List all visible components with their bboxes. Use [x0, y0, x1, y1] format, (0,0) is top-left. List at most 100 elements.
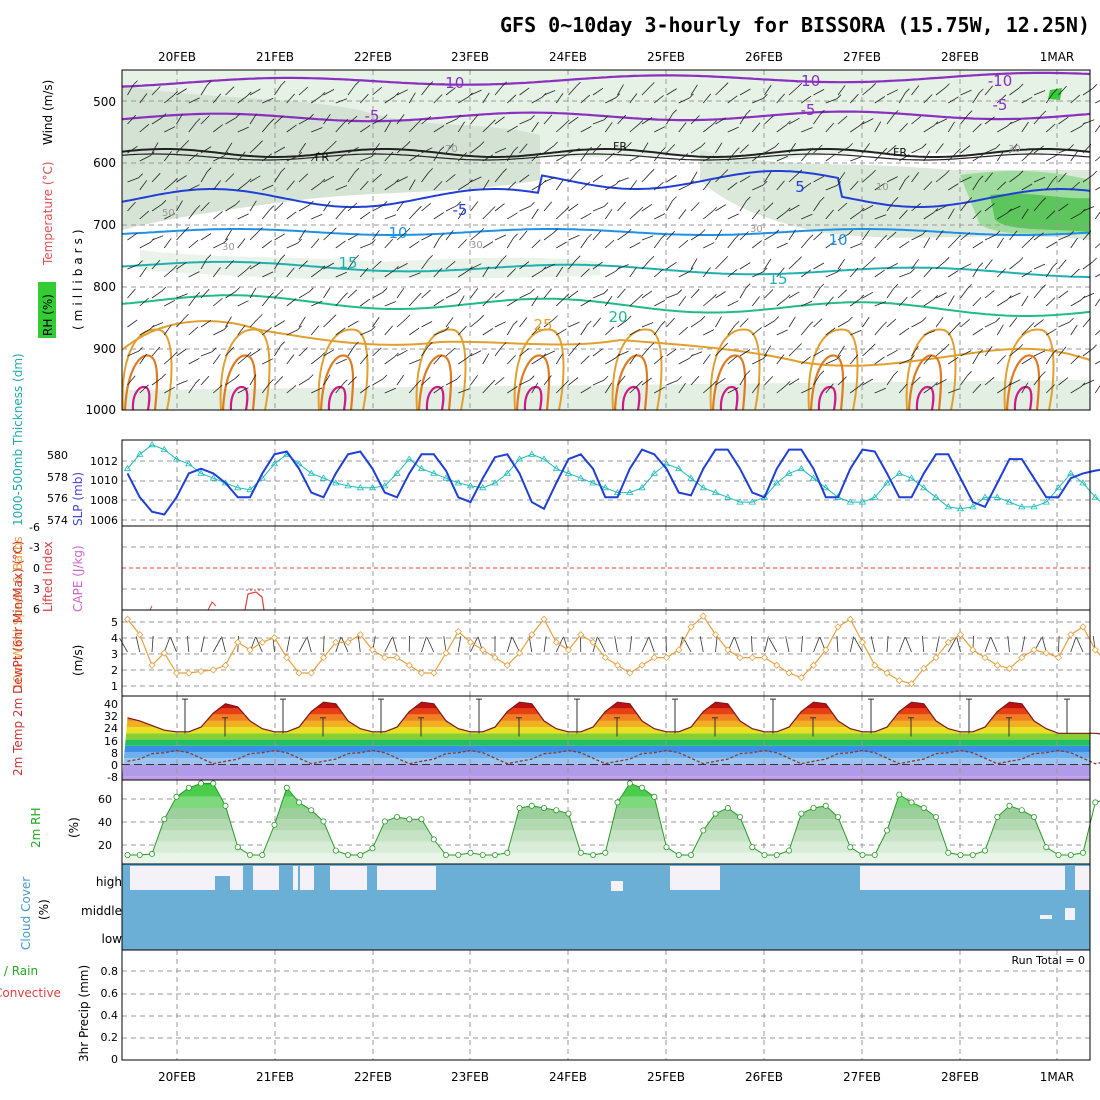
wind-speed-point — [920, 664, 928, 672]
wind-barb — [323, 113, 331, 125]
wind-barb — [617, 264, 629, 270]
temp-band — [122, 752, 1090, 759]
wind-barb-flag — [343, 118, 349, 124]
wind-barb — [470, 114, 479, 125]
wind-barb — [1070, 94, 1081, 104]
wind-barb — [212, 211, 223, 220]
wind-barb — [127, 350, 139, 357]
wind-barb — [850, 298, 861, 307]
thickness-point — [577, 474, 585, 481]
wind-barb — [445, 118, 458, 125]
wind-barb-flag — [354, 254, 359, 260]
wind-barb — [151, 86, 161, 96]
wind-barb-flag — [456, 201, 462, 206]
wind-barb — [641, 117, 653, 125]
wind-barb-flag — [723, 256, 729, 261]
wind-barb — [384, 238, 394, 249]
wind-barb — [764, 320, 775, 328]
wind-barb — [849, 267, 859, 278]
li-tick: -3 — [29, 541, 40, 554]
wind-barb — [997, 299, 1008, 307]
wind-barb — [690, 84, 698, 96]
rh-point — [308, 807, 315, 814]
wind-barb — [335, 98, 348, 104]
wind-barb — [972, 123, 982, 133]
wind-barb-flag — [944, 257, 950, 262]
isotherm-line — [121, 228, 1091, 236]
wind-barb — [139, 210, 150, 220]
wind-barb-flag — [967, 284, 972, 289]
wind-barb — [678, 97, 690, 104]
wind-barb — [653, 95, 664, 104]
isotherm-label: 10 — [828, 231, 847, 249]
wind-barb-flag — [905, 175, 910, 180]
wind-barb — [360, 385, 371, 394]
wind-barb — [1009, 230, 1018, 241]
thickness-point — [981, 493, 989, 500]
wind-barb — [306, 636, 312, 653]
wind-barb-flag — [491, 119, 496, 124]
thickness-point — [123, 464, 132, 472]
wind-barb-flag — [354, 341, 359, 347]
thickness-point — [381, 482, 389, 489]
wind-barb — [176, 144, 186, 154]
wind-barb — [409, 327, 420, 336]
wind-speed-point — [736, 654, 744, 662]
wind-barb-flag — [530, 288, 535, 294]
wind-speed-point — [773, 661, 781, 669]
wind-barb — [678, 239, 689, 249]
wind-barb — [1046, 328, 1057, 336]
wind-barb-flag — [405, 227, 411, 233]
wind-barb — [506, 94, 517, 104]
thickness-point — [332, 479, 340, 486]
thickness-point — [601, 484, 610, 491]
rh-point — [1055, 852, 1062, 859]
wind-barb — [1009, 317, 1018, 328]
wind-barb-flag — [150, 151, 155, 156]
wind-barb — [519, 118, 531, 125]
wind-barb — [151, 635, 154, 653]
wind-barb — [960, 375, 968, 386]
wind-speed-point — [956, 631, 965, 639]
wind-barb — [188, 239, 199, 249]
wind-barb — [960, 232, 971, 241]
wind-barb — [396, 349, 408, 357]
wind-barb — [850, 211, 861, 220]
temperature-axis-label: 2m Temp 2m DewPt (6hr Min/Max) (°C) — [11, 541, 25, 776]
rh-shade-band — [990, 193, 1090, 232]
wind-barb — [813, 200, 821, 212]
wind-barb-flag — [138, 173, 143, 178]
wind-barb — [433, 181, 443, 191]
wind-barb — [764, 345, 772, 357]
wind-barb — [1007, 636, 1010, 653]
wind-barb — [357, 636, 361, 653]
li-tick: -6 — [29, 521, 40, 534]
wind-barb — [788, 86, 799, 96]
wind-barb — [702, 180, 711, 191]
wind-barb — [372, 86, 382, 96]
wind-barb — [409, 272, 421, 278]
wind-barb — [200, 202, 210, 212]
wind-barb — [163, 268, 174, 278]
wind-barb-flag — [649, 342, 655, 348]
lifted-index-line — [244, 591, 265, 611]
wind-barb-flag — [371, 326, 376, 331]
wind-barb — [648, 636, 655, 653]
wind-barb — [960, 201, 969, 212]
pressure-tick: 800 — [93, 280, 116, 294]
wind-speed-point — [307, 669, 315, 677]
thickness-point — [442, 474, 450, 481]
wind-barb-flag — [650, 82, 655, 87]
temp-tick: 0 — [111, 759, 118, 772]
wind-barb-flag — [819, 196, 825, 202]
isotherm-line — [817, 385, 837, 411]
wind-barb — [286, 180, 295, 191]
wind-barb — [972, 383, 982, 394]
wind-barb — [984, 85, 994, 96]
wind-barb — [935, 143, 944, 154]
wind-barb — [298, 637, 307, 653]
wind-barb — [482, 297, 492, 307]
wind-barb — [654, 386, 665, 394]
thickness-point — [687, 474, 695, 481]
date-label-bottom: 1MAR — [1040, 1070, 1075, 1084]
